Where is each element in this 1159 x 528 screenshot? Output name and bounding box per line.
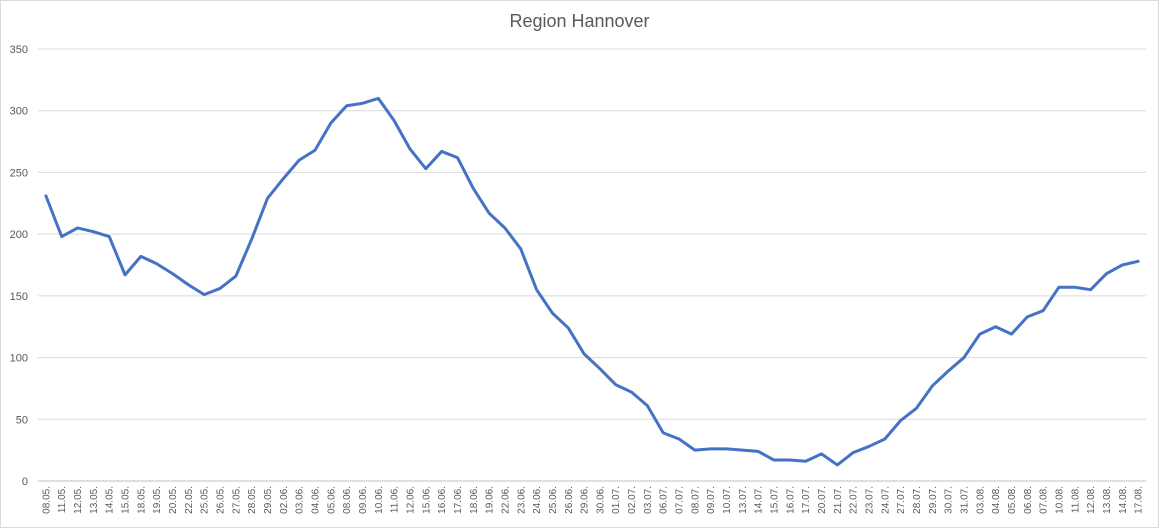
x-tick-label: 06.08.: [1023, 486, 1034, 514]
x-tick-label: 29.05.: [263, 486, 274, 514]
x-tick-label: 20.05.: [168, 486, 179, 514]
x-tick-label: 12.05.: [73, 486, 84, 514]
x-tick-label: 02.06.: [279, 486, 290, 514]
x-tick-label: 11.05.: [57, 486, 68, 513]
x-tick-label: 19.06.: [485, 486, 496, 514]
x-tick-label: 03.06.: [295, 486, 306, 514]
x-tick-label: 07.07.: [675, 486, 686, 514]
y-tick-label: 100: [10, 353, 28, 365]
x-tick-label: 22.06.: [500, 486, 511, 514]
x-tick-label: 11.08.: [1070, 486, 1081, 513]
x-tick-label: 03.08.: [975, 486, 986, 514]
x-tick-label: 16.06.: [437, 486, 448, 514]
x-tick-label: 27.07.: [896, 486, 907, 514]
x-tick-label: 14.08.: [1118, 486, 1129, 514]
x-tick-label: 12.06.: [405, 486, 416, 514]
x-tick-label: 10.07.: [722, 486, 733, 514]
x-tick-label: 18.05.: [136, 486, 147, 514]
x-tick-label: 04.08.: [991, 486, 1002, 514]
x-tick-label: 22.07.: [849, 486, 860, 514]
x-tick-label: 10.08.: [1054, 486, 1065, 514]
x-tick-label: 13.08.: [1102, 486, 1113, 514]
x-tick-label: 08.05.: [41, 486, 52, 514]
y-tick-label: 350: [10, 44, 28, 56]
x-axis-ticks: 08.05. 11.05. 12.05. 13.05. 14.05. 15.05. 18.0…: [41, 486, 1144, 514]
x-tick-label: 02.07.: [627, 486, 638, 514]
x-tick-label: 17.08.: [1134, 486, 1145, 514]
x-tick-label: 12.08.: [1086, 486, 1097, 514]
x-tick-label: 10.06.: [374, 486, 385, 514]
x-tick-label: 08.07.: [690, 486, 701, 514]
y-tick-label: 250: [10, 167, 28, 179]
x-tick-label: 06.07.: [659, 486, 670, 514]
y-tick-label: 0: [22, 476, 28, 488]
x-tick-label: 09.07.: [706, 486, 717, 514]
x-tick-label: 22.05.: [184, 486, 195, 514]
series-line: [44, 96, 1140, 467]
y-tick-label: 150: [10, 291, 28, 303]
x-tick-label: 19.05.: [152, 486, 163, 514]
x-tick-label: 24.06.: [532, 486, 543, 514]
x-tick-label: 30.07.: [944, 486, 955, 514]
x-tick-label: 28.05.: [247, 486, 258, 514]
x-tick-label: 03.07.: [643, 486, 654, 514]
x-tick-label: 13.07.: [738, 486, 749, 514]
x-tick-label: 04.06.: [311, 486, 322, 514]
y-axis-ticks: 0 50 100 150 200 250 300 350: [10, 44, 28, 488]
x-tick-label: 20.07.: [817, 486, 828, 514]
x-tick-label: 23.06.: [516, 486, 527, 514]
x-tick-label: 30.06.: [595, 486, 606, 514]
x-tick-label: 18.06.: [469, 486, 480, 514]
x-tick-label: 13.05.: [89, 486, 100, 514]
x-tick-label: 14.05.: [105, 486, 116, 514]
x-tick-label: 26.06.: [564, 486, 575, 514]
x-tick-label: 29.07.: [928, 486, 939, 514]
x-tick-label: 15.05.: [121, 486, 132, 514]
x-tick-label: 16.07.: [785, 486, 796, 514]
x-tick-label: 05.08.: [1007, 486, 1018, 514]
x-tick-label: 21.07.: [833, 486, 844, 514]
y-tick-label: 50: [16, 414, 28, 426]
x-tick-label: 26.05.: [216, 486, 227, 514]
x-tick-label: 24.07.: [880, 486, 891, 514]
x-tick-label: 25.06.: [548, 486, 559, 514]
x-tick-label: 15.06.: [421, 486, 432, 514]
x-tick-label: 17.07.: [801, 486, 812, 514]
x-tick-label: 29.06.: [580, 486, 591, 514]
y-tick-label: 300: [10, 106, 28, 118]
y-tick-label: 200: [10, 229, 28, 241]
x-tick-label: 08.06.: [342, 486, 353, 514]
x-tick-label: 31.07.: [959, 486, 970, 514]
x-tick-label: 25.05.: [200, 486, 211, 514]
x-tick-label: 09.06.: [358, 486, 369, 514]
x-tick-label: 23.07.: [865, 486, 876, 514]
x-tick-label: 28.07.: [912, 486, 923, 514]
gridlines: [38, 48, 1146, 482]
chart-title: Region Hannover: [509, 11, 650, 31]
x-tick-label: 14.07.: [754, 486, 765, 514]
x-tick-label: 05.06.: [326, 486, 337, 514]
x-tick-label: 11.06.: [390, 486, 401, 513]
x-tick-label: 01.07.: [611, 486, 622, 514]
x-tick-label: 15.07.: [770, 486, 781, 514]
x-tick-label: 27.05.: [231, 486, 242, 514]
x-tick-label: 07.08.: [1039, 486, 1050, 514]
x-tick-label: 17.06.: [453, 486, 464, 514]
